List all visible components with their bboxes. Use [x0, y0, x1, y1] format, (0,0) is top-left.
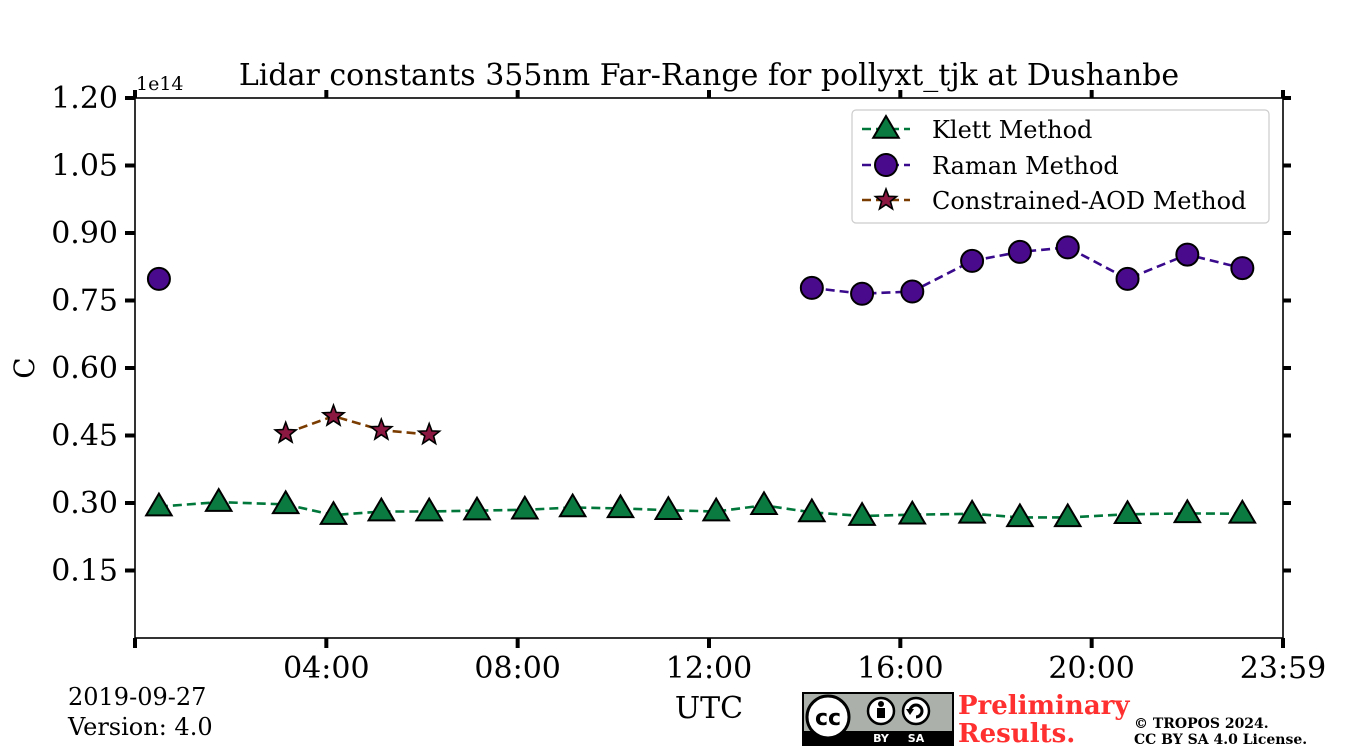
series-line-constrained — [285, 414, 430, 436]
data-point-klett — [144, 491, 174, 517]
data-point-klett — [204, 487, 234, 512]
legend-marker-raman — [874, 153, 898, 177]
data-point-klett — [1005, 502, 1035, 528]
data-point-klett — [510, 494, 540, 520]
copyright-notice: © TROPOS 2024. CC BY SA 4.0 License. — [1134, 716, 1307, 748]
y-axis-label: C — [8, 357, 41, 378]
preliminary-notice: Preliminary Results. — [958, 692, 1130, 748]
copyright-line1: © TROPOS 2024. — [1134, 716, 1269, 732]
sa-label: SA — [908, 732, 925, 745]
x-tick-label: 20:00 — [1048, 651, 1134, 686]
data-point-klett — [701, 496, 731, 522]
x-tick-label: 23:59 — [1240, 651, 1326, 686]
legend-label-constrained: Constrained-AOD Method — [932, 187, 1246, 215]
data-point-raman — [850, 281, 875, 306]
legend-marker-constrained — [873, 186, 899, 211]
footer-date: 2019-09-27 — [68, 683, 207, 711]
by-label: BY — [873, 732, 890, 745]
y-tick-label: 0.30 — [51, 486, 118, 521]
cc-icon — [805, 694, 851, 740]
chart-title: Lidar constants 355nm Far-Range for poll… — [239, 58, 1179, 93]
legend-box — [851, 109, 1270, 224]
x-tick-label: 12:00 — [666, 651, 752, 686]
data-point-constrained — [320, 402, 347, 427]
x-tick-label: 16:00 — [857, 651, 943, 686]
data-point-raman — [960, 248, 985, 273]
series-raman — [146, 235, 1255, 306]
data-point-klett — [797, 497, 827, 523]
y-offset-label: 1e14 — [136, 73, 184, 95]
data-point-klett — [653, 495, 683, 520]
series-line-klett — [158, 500, 1243, 519]
data-point-klett — [897, 499, 927, 525]
data-point-klett — [1172, 498, 1202, 524]
data-point-klett — [957, 498, 987, 524]
series-klett — [144, 487, 1257, 528]
data-point-klett — [1113, 499, 1143, 525]
data-point-klett — [319, 500, 349, 525]
data-point-klett — [749, 490, 779, 516]
data-point-raman — [1230, 256, 1255, 281]
data-point-constrained — [273, 420, 299, 444]
footer-version: Version: 4.0 — [68, 713, 213, 741]
data-point-klett — [1053, 502, 1083, 528]
preliminary-line2: Results. — [958, 719, 1076, 749]
y-tick-label: 1.20 — [51, 81, 118, 116]
data-point-raman — [146, 266, 171, 291]
data-point-klett — [558, 492, 588, 518]
cc-icon-text: cc — [815, 706, 841, 731]
x-tick-label: 08:00 — [474, 651, 560, 686]
data-point-constrained — [368, 416, 395, 441]
data-point-klett — [462, 495, 492, 521]
data-point-raman — [1115, 266, 1140, 291]
data-point-klett — [847, 501, 877, 526]
data-point-raman — [1007, 239, 1032, 264]
data-point-constrained — [416, 421, 442, 446]
cc-license-badge: cc BY SA — [802, 692, 954, 746]
plot-frame — [134, 97, 1284, 639]
preliminary-line1: Preliminary — [958, 691, 1130, 721]
data-point-klett — [414, 496, 444, 522]
data-point-raman — [1175, 242, 1200, 267]
data-point-raman — [1055, 235, 1080, 260]
series-constrained — [273, 402, 442, 446]
data-point-klett — [1227, 498, 1257, 524]
x-axis-label: UTC — [675, 691, 743, 726]
legend-marker-klett — [871, 114, 901, 139]
y-tick-label: 0.45 — [51, 419, 118, 454]
y-tick-label: 0.90 — [51, 216, 118, 251]
data-point-klett — [366, 496, 396, 522]
y-tick-label: 1.05 — [51, 149, 118, 184]
data-point-klett — [271, 489, 301, 515]
legend-label-klett: Klett Method — [932, 116, 1092, 144]
y-tick-label: 0.75 — [51, 284, 118, 319]
y-tick-label: 0.60 — [51, 351, 118, 386]
data-point-raman — [799, 275, 824, 300]
data-point-klett — [606, 493, 636, 519]
y-tick-label: 0.15 — [51, 554, 118, 589]
share-alike-icon — [901, 696, 931, 726]
legend: Klett Method Raman Method Constrained-AO… — [851, 109, 1270, 224]
copyright-line2: CC BY SA 4.0 License. — [1134, 732, 1308, 748]
legend-label-raman: Raman Method — [932, 152, 1119, 180]
data-point-raman — [900, 279, 925, 304]
x-tick-label: 04:00 — [283, 651, 369, 686]
